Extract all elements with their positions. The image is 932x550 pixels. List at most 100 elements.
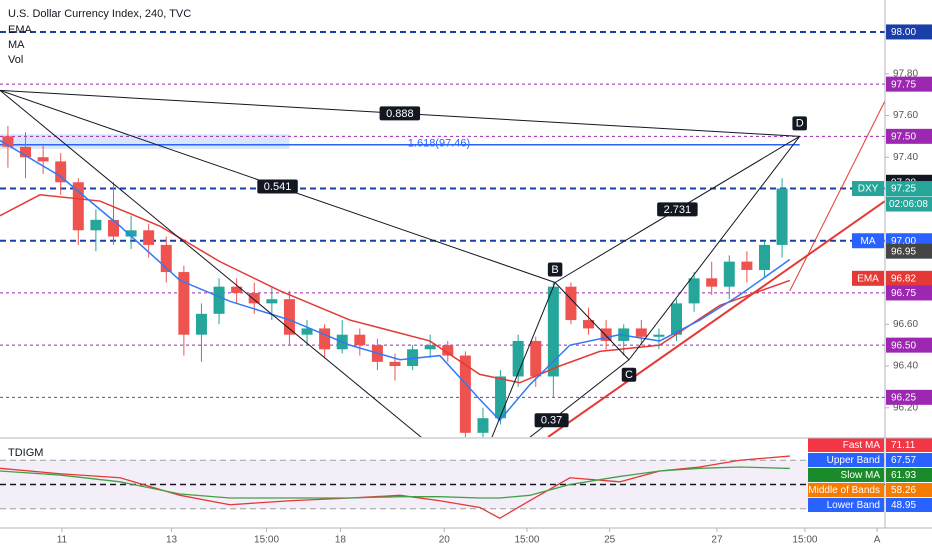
- y-tick-label: 97.80: [893, 68, 918, 79]
- ratio-label-box: [257, 179, 298, 194]
- price-tag-box: [886, 285, 932, 301]
- trend-line: [547, 200, 885, 437]
- candle-body: [459, 355, 471, 433]
- candle-body: [195, 313, 207, 335]
- candle-body: [143, 230, 155, 245]
- candle-body: [37, 157, 49, 162]
- candle-body: [283, 299, 295, 335]
- candle-body: [583, 320, 595, 329]
- indicator-tag-box: [808, 453, 884, 467]
- indicator-tag-box: [808, 438, 884, 452]
- series-tag: EMA: [857, 273, 879, 284]
- candle-body: [248, 292, 260, 304]
- candle-body: [2, 136, 14, 147]
- candle-body: [723, 261, 735, 287]
- price-tag: 97.25: [891, 184, 916, 195]
- pattern-leg: [554, 282, 630, 361]
- candle-body: [125, 230, 137, 237]
- price-tag-box: [886, 24, 932, 40]
- price-pane: 1.618(97.46): [0, 30, 885, 437]
- pattern-point-label-box: [792, 116, 807, 131]
- y-tick-label: 96.20: [893, 402, 918, 413]
- candle-body: [213, 286, 225, 314]
- candle-body: [635, 328, 647, 337]
- candle-body: [389, 361, 401, 367]
- candle-body: [178, 272, 190, 335]
- indicator-value-box: [886, 453, 932, 467]
- pattern-point-label-box: [547, 262, 563, 277]
- indicator-tag-name: Lower Band: [827, 500, 880, 511]
- candle-body: [266, 299, 278, 304]
- y-tick-label: 97.40: [893, 152, 918, 163]
- indicator-value-box: [886, 498, 932, 512]
- indicator-value: 48.95: [891, 500, 916, 511]
- ratio-label-box: [379, 106, 421, 121]
- ratio-label-box: [534, 413, 569, 428]
- candle-body: [776, 188, 788, 245]
- series-tag: DXY: [858, 184, 879, 195]
- indicator-line: [0, 466, 790, 499]
- candle-body: [107, 219, 119, 237]
- x-tick-label: 25: [604, 535, 616, 546]
- candle-body: [354, 334, 366, 346]
- ma-line: [0, 139, 791, 422]
- price-tag: 98.00: [891, 27, 916, 38]
- pattern-leg: [628, 136, 801, 361]
- indicator-value-box: [886, 483, 932, 497]
- candle-body: [301, 328, 313, 335]
- indicator-tag-name: Upper Band: [827, 455, 880, 466]
- candle-body: [688, 278, 700, 304]
- x-tick-label: 15:00: [254, 535, 279, 546]
- legend-ma: MA: [8, 39, 25, 51]
- candle-body: [512, 340, 524, 377]
- trend-line: [789, 100, 885, 292]
- candle-body: [442, 345, 454, 356]
- pattern-point-label: C: [625, 369, 633, 381]
- ratio-label: 0.37: [541, 415, 562, 427]
- candle-body: [407, 349, 419, 367]
- price-tag-box: [886, 76, 932, 92]
- ratio-label: 2.731: [664, 204, 692, 216]
- indicator-name: TDIGM: [8, 447, 43, 459]
- x-tick-label: 20: [439, 535, 451, 546]
- price-tag-box: [886, 389, 932, 405]
- candle-body: [424, 345, 436, 350]
- candle-body: [741, 261, 753, 270]
- pattern-point-label-box: [621, 367, 637, 382]
- candle-body: [671, 303, 683, 335]
- candle-body: [653, 334, 665, 337]
- indicator-value: 61.93: [891, 470, 916, 481]
- indicator-tag-name: Fast MA: [843, 440, 881, 451]
- indicator-value: 58.26: [891, 485, 916, 496]
- price-tag-box: [886, 243, 932, 259]
- pattern-point-label: D: [796, 118, 804, 130]
- x-tick-label: 15:00: [792, 535, 817, 546]
- price-tag: 96.25: [891, 392, 916, 403]
- y-tick-label: 97.60: [893, 110, 918, 121]
- price-tag-box: [886, 337, 932, 353]
- candle-body: [547, 286, 559, 377]
- indicator-value: 67.57: [891, 455, 916, 466]
- y-tick-label: 96.60: [893, 319, 918, 330]
- candle-body: [160, 244, 172, 273]
- price-tag: 96.95: [891, 246, 916, 257]
- candle-body: [758, 244, 770, 270]
- price-tag-box: [886, 128, 932, 144]
- candle-body: [55, 161, 67, 183]
- x-tick-label: 13: [166, 535, 178, 546]
- candle-body: [231, 286, 243, 293]
- ma-line: [0, 194, 791, 384]
- indicator-tag-name: Slow MA: [841, 470, 881, 481]
- chart-title: U.S. Dollar Currency Index, 240, TVC: [8, 8, 191, 20]
- pattern-leg: [491, 282, 556, 437]
- candle-body: [72, 182, 84, 231]
- candle-body: [319, 328, 331, 350]
- x-tick-label: 15:00: [514, 535, 539, 546]
- series-tag-box: [852, 181, 884, 197]
- pattern-leg: [0, 90, 422, 437]
- indicator-tag-box: [808, 468, 884, 482]
- countdown: 02:06:08: [889, 199, 928, 210]
- price-tag-box: [886, 270, 932, 286]
- indicator-pane: [0, 455, 885, 519]
